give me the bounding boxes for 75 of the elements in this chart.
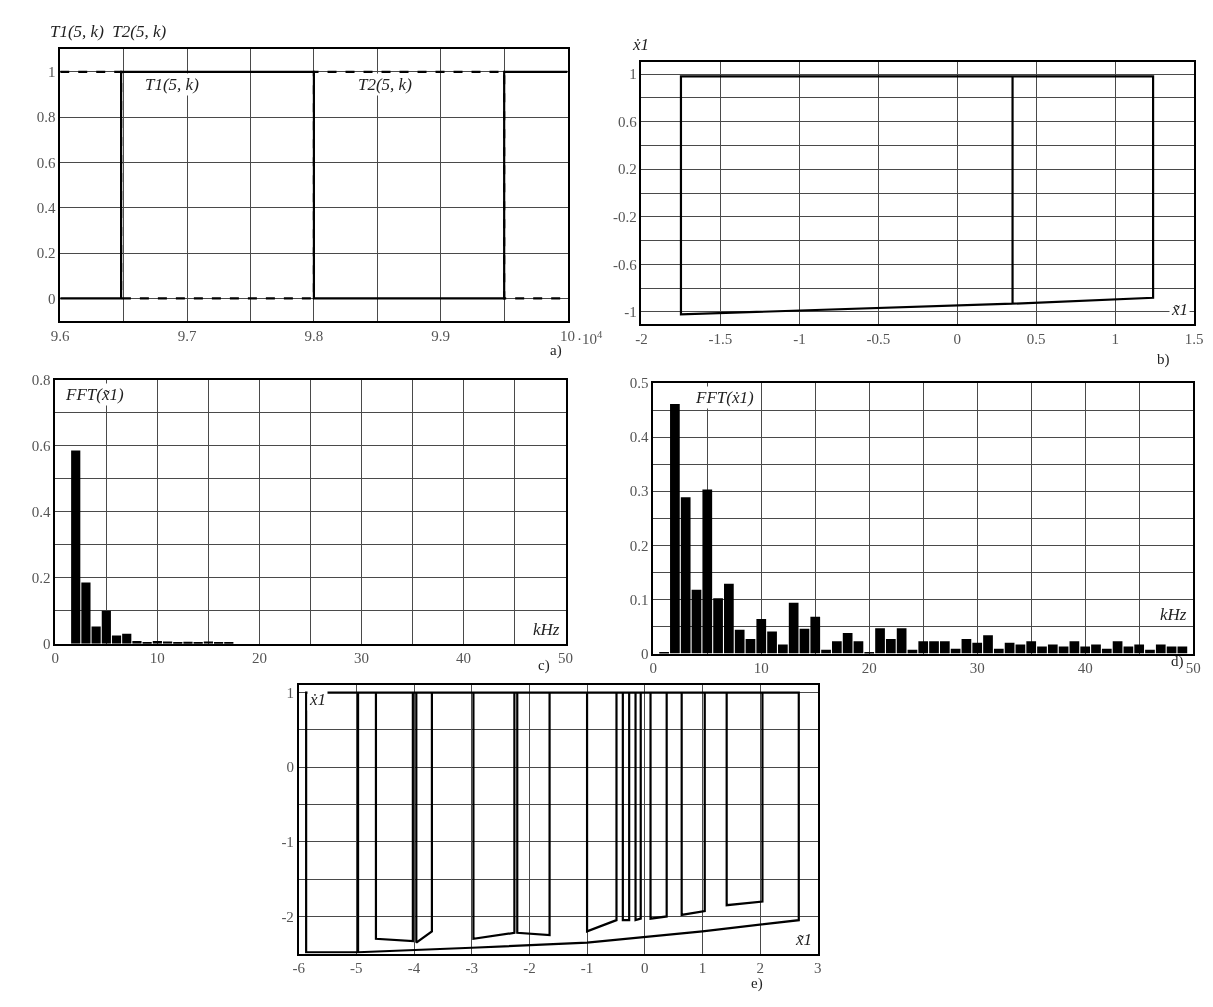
x-tick-label: 10 bbox=[753, 660, 769, 677]
y-axis-title: FFT(x̃1) bbox=[65, 385, 124, 404]
x-tick-label: 30 bbox=[353, 650, 369, 667]
y-tick-label: 1 bbox=[286, 684, 294, 701]
x-tick-label: 0 bbox=[953, 330, 962, 347]
x-tick-label: -1.5 bbox=[708, 330, 733, 347]
y-tick-label: 1 bbox=[629, 66, 637, 83]
y-tick-label: 0.2 bbox=[31, 570, 51, 587]
x-tick-label: 9.6 bbox=[50, 327, 71, 344]
x-tick-label: 1 bbox=[698, 960, 707, 977]
text: a) bbox=[550, 342, 562, 359]
x-axis-title: x̃1 bbox=[795, 930, 813, 949]
x-tick-label: 20 bbox=[861, 660, 877, 677]
y-tick-label: 0.8 bbox=[31, 372, 51, 389]
x-tick-label: 40 bbox=[1077, 660, 1093, 677]
x-tick-label: 1.5 bbox=[1184, 330, 1204, 347]
text: b) bbox=[1157, 351, 1170, 368]
y-tick-label: 0.5 bbox=[629, 375, 649, 392]
y-tick-label: 0.4 bbox=[629, 429, 650, 446]
x-tick-label: 2 bbox=[756, 960, 764, 977]
x-tick-label: -2 bbox=[523, 960, 536, 977]
y-axis-title: FFT(ẋ1) bbox=[695, 388, 754, 407]
y-tick-label: 0.3 bbox=[629, 483, 649, 500]
annotation: d) bbox=[1171, 653, 1184, 670]
y-tick-label: 0.1 bbox=[629, 591, 649, 608]
y-tick-label: 0 bbox=[47, 290, 56, 307]
x-tick-label: 10 bbox=[560, 327, 576, 344]
x-tick-label: 40 bbox=[456, 650, 472, 667]
y-tick-label: 0 bbox=[286, 759, 294, 776]
x-tick-label: -4 bbox=[407, 960, 421, 977]
y-tick-label: 0.2 bbox=[629, 537, 649, 554]
y-tick-label: -1 bbox=[281, 834, 294, 851]
x-tick-label: -5 bbox=[350, 960, 363, 977]
y-tick-label: -0.2 bbox=[612, 209, 637, 226]
x-tick-label: -3 bbox=[465, 960, 478, 977]
x-tick-label: 20 bbox=[251, 650, 267, 667]
y-tick-label: 0.4 bbox=[36, 200, 56, 217]
x-tick-label: 50 bbox=[1185, 660, 1201, 677]
y-tick-label: 0.6 bbox=[31, 438, 52, 455]
x-tick-label: 9.7 bbox=[177, 327, 197, 344]
line-series bbox=[679, 75, 1155, 316]
annotation: T1(5, k) bbox=[145, 75, 200, 94]
x-tick-label: 0.5 bbox=[1026, 330, 1046, 347]
y-tick-label: -2 bbox=[281, 908, 294, 925]
x-tick-label: -6 bbox=[292, 960, 306, 977]
x-tick-label: -0.5 bbox=[866, 330, 891, 347]
x-axis-title: ·10$^{4}$ bbox=[577, 329, 603, 348]
y-tick-label: 0.8 bbox=[36, 109, 56, 126]
x-axis-title: x̃1 bbox=[1171, 300, 1189, 319]
y-axis-title: ẋ1 bbox=[309, 690, 327, 709]
x-tick-label: 1 bbox=[1111, 330, 1119, 347]
x-tick-label: 9.8 bbox=[304, 327, 324, 344]
x-tick-label: -1 bbox=[793, 330, 806, 347]
x-axis-title: kHz bbox=[533, 620, 560, 639]
text: e) bbox=[751, 975, 763, 992]
y-tick-label: 0.6 bbox=[617, 113, 638, 130]
x-tick-label: 10 bbox=[149, 650, 165, 667]
y-tick-label: -1 bbox=[624, 304, 637, 321]
y-axis-title: ẋ1 bbox=[632, 35, 650, 54]
y-tick-label: 0.2 bbox=[36, 245, 56, 262]
y-tick-label: 0 bbox=[43, 635, 51, 652]
y-tick-label: 0.6 bbox=[36, 154, 56, 171]
x-tick-label: 3 bbox=[814, 960, 822, 977]
x-axis-title: kHz bbox=[1160, 605, 1187, 624]
x-tick-label: 30 bbox=[969, 660, 985, 677]
y-axis-title: T1(5, k) T2(5, k) bbox=[50, 22, 167, 41]
y-tick-label: 1 bbox=[47, 64, 56, 81]
text: c) bbox=[538, 657, 550, 674]
y-tick-label: 0.4 bbox=[31, 504, 52, 521]
x-tick-label: 9.9 bbox=[431, 327, 451, 344]
y-tick-label: -0.6 bbox=[612, 256, 638, 273]
y-tick-label: 0.2 bbox=[617, 161, 637, 178]
x-tick-label: 50 bbox=[558, 650, 574, 667]
annotation: T2(5, k) bbox=[358, 75, 413, 94]
x-tick-label: -1 bbox=[580, 960, 594, 977]
